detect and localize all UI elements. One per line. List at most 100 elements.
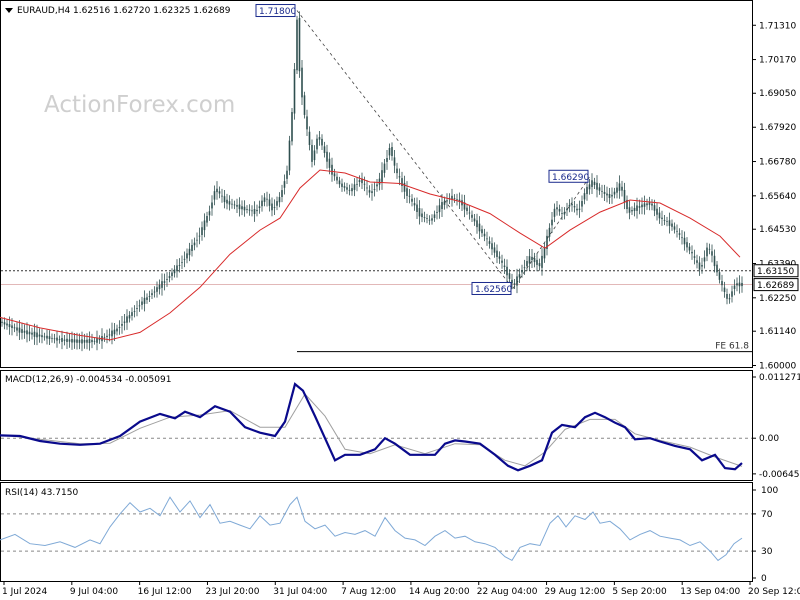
price-bar-body [138,305,141,307]
price-bar-body [488,241,491,244]
price-bar-body [626,199,628,210]
price-bar-body [193,242,196,246]
x-tick-label: 31 Jul 04:00 [273,587,327,597]
price-bar-body [243,206,246,211]
price-bar-body [121,323,123,326]
price-bar-body [493,247,496,253]
price-bar-body [168,276,171,278]
price-bar-body [266,198,268,200]
price-y-tick-label: 1.62250 [759,294,796,304]
price-bar-body [263,197,266,202]
price-bar-body [431,218,433,221]
price-bar-body [241,206,243,210]
price-bar-body [46,335,48,339]
x-tick-label: 23 Jul 20:00 [205,587,259,597]
price-bar-body [668,220,671,226]
price-bar-body [313,150,316,161]
price-bar-body [318,137,321,140]
price-bar-body [96,338,98,343]
price-bar-body [191,244,193,251]
price-bar-body [86,339,88,343]
price-bar-body [621,186,623,191]
price-bar-body [208,211,211,216]
price-bar-body [341,183,343,187]
macd-signal-line [0,393,743,467]
price-bar-body [233,204,236,206]
price-bar-body [711,251,713,256]
price-bar-body [336,176,338,181]
price-bar-body [466,207,468,212]
price-bar-body [48,336,51,340]
price-bar-body [501,260,503,263]
price-bar-body [593,181,596,185]
price-level-box [753,264,799,278]
price-bar-body [638,206,641,208]
price-bar-body [608,194,611,198]
price-bar-body [256,209,258,212]
price-bar-body [446,200,448,202]
price-bar-body [286,170,288,179]
price-bar-body [141,301,143,305]
price-bar-body [156,287,158,292]
price-bar-body [726,294,728,299]
price-bar-body [433,214,436,218]
price-bar-body [61,337,63,342]
price-bar-body [136,308,138,309]
price-bar-body [281,190,283,197]
price-bar-body [591,180,593,187]
rsi-title: RSI(14) 43.7150 [5,488,78,498]
price-bar-body [566,208,568,211]
price-bar-body [26,330,28,335]
price-bar-body [368,190,371,193]
price-bar-body [363,183,366,185]
price-bar-body [118,327,121,328]
price-bar-body [421,213,423,218]
x-tick-label: 7 Aug 12:00 [341,587,396,597]
x-tick-label: 16 Jul 12:00 [138,587,192,597]
symbol-header: EURAUD,H4 1.62516 1.62720 1.62325 1.6268… [17,6,231,16]
price-bar-body [528,256,531,264]
price-bar-body [536,259,538,265]
price-bar-body [338,180,341,185]
dropdown-triangle-icon[interactable] [5,8,13,13]
price-bar-body [231,203,233,205]
x-tick-label: 14 Aug 20:00 [409,587,470,597]
price-bar-body [676,230,678,232]
price-bar-body [13,327,16,329]
price-bar-body [631,210,633,212]
price-bar-body [116,328,118,332]
price-bar-body [563,211,566,215]
rsi-y-tick-label: 30 [761,547,773,557]
price-bar-body [733,285,736,289]
price-bar-body [128,315,131,319]
price-bar-body [71,338,73,343]
price-bar-body [531,256,533,261]
x-tick-label: 29 Aug 12:00 [545,587,606,597]
price-bar-body [741,282,743,287]
price-bar-body [716,264,718,273]
price-bar-body [306,116,308,130]
price-bar-body [526,261,528,267]
price-bar-body [88,339,91,344]
price-bar-body [443,201,446,205]
price-bar-body [278,197,281,203]
price-bar-body [706,247,708,257]
macd-main-line [0,382,743,472]
price-bar-body [576,208,578,211]
price-bar-body [476,220,478,228]
price-bar-body [18,327,21,333]
price-bar-body [496,250,498,257]
price-bar-body [63,339,66,341]
price-bar-body [31,332,33,335]
price-bar-body [546,235,548,250]
price-bar-body [613,191,616,195]
price-bar-body [43,336,46,338]
price-bar-body [158,284,161,290]
price-y-tick-label: 1.71310 [759,21,796,31]
price-bar-body [671,223,673,227]
price-bar-body [66,338,68,342]
price-bar-body [508,273,511,279]
price-bar-body [648,202,651,205]
price-bar-body [543,247,546,259]
